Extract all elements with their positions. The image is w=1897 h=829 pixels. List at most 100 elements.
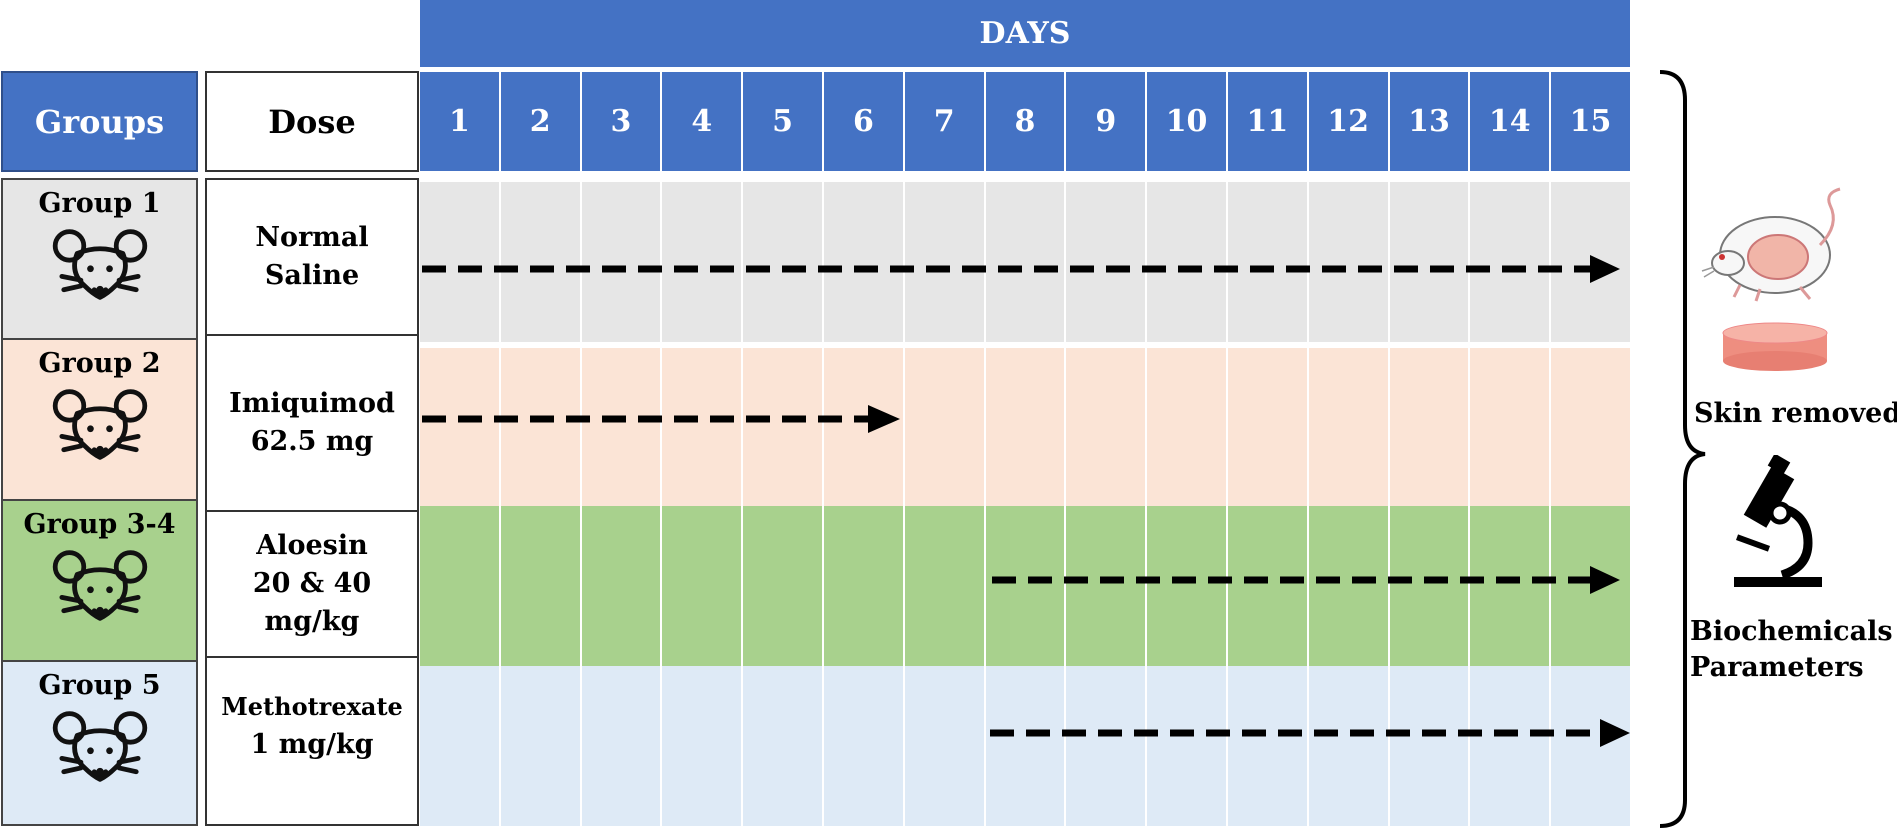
day-cell: 7 xyxy=(904,72,986,171)
timeline-cell xyxy=(743,348,824,506)
timeline-cell xyxy=(985,506,1067,666)
day-cell: 1 xyxy=(420,72,501,171)
mouse-face-icon xyxy=(52,389,147,460)
timeline-cell xyxy=(500,348,582,506)
groups-header: Groups xyxy=(1,71,198,172)
dose-cell-3-4: Aloesin 20 & 40 mg/kg xyxy=(205,512,419,658)
timeline-cell xyxy=(1147,182,1228,342)
day-cell: 8 xyxy=(985,72,1067,171)
day-cell: 14 xyxy=(1470,72,1552,171)
day-cell: 2 xyxy=(500,72,582,171)
biochem-line: Parameters xyxy=(1690,652,1864,683)
days-header: DAYS xyxy=(420,0,1630,67)
day-cell: 11 xyxy=(1227,72,1309,171)
mouse-face-icon xyxy=(52,550,147,621)
timeline-cell xyxy=(581,666,663,826)
mouse-face-icon xyxy=(52,711,147,782)
timeline-cell xyxy=(662,666,744,826)
group-label: Group 5 xyxy=(38,670,161,701)
group-label: Group 3-4 xyxy=(23,509,176,540)
group-cell-2: Group 2 xyxy=(1,340,198,501)
dose-line: 1 mg/kg xyxy=(250,729,374,760)
timeline-cell xyxy=(743,506,824,666)
day-cell: 10 xyxy=(1147,72,1228,171)
timeline-cell xyxy=(904,182,986,342)
dose-header: Dose xyxy=(205,71,419,172)
timeline-cell xyxy=(1389,506,1471,666)
timeline-cell xyxy=(1470,348,1552,506)
timeline-cell xyxy=(743,666,824,826)
timeline-cell xyxy=(823,348,905,506)
timeline-cell xyxy=(1227,348,1309,506)
timeline-cell xyxy=(1470,182,1552,342)
dose-cell-5: Methotrexate 1 mg/kg xyxy=(205,658,419,826)
microscope-icon xyxy=(1734,455,1822,587)
day-cell: 15 xyxy=(1551,72,1630,171)
day-cell: 5 xyxy=(743,72,824,171)
timeline-cell xyxy=(1066,348,1148,506)
timeline-cell xyxy=(1066,182,1148,342)
group-cell-3-4: Group 3-4 xyxy=(1,501,198,662)
timeline-cell xyxy=(420,182,501,342)
timeline-cell xyxy=(581,348,663,506)
timeline-row-5 xyxy=(420,666,1630,826)
timeline-cell xyxy=(823,182,905,342)
timeline-cell xyxy=(1308,182,1390,342)
mouse-and-skin-sample-icon xyxy=(1701,187,1841,371)
timeline-cell xyxy=(1147,348,1228,506)
day-cell: 12 xyxy=(1308,72,1390,171)
mouse-face-icon xyxy=(52,229,147,300)
timeline-cell xyxy=(743,182,824,342)
timeline-cell xyxy=(662,506,744,666)
dose-line: Saline xyxy=(264,260,360,291)
timeline-cell xyxy=(1308,348,1390,506)
timeline-row-3-4 xyxy=(420,506,1630,666)
timeline-cell xyxy=(420,666,501,826)
timeline-cell xyxy=(581,182,663,342)
timeline-cell xyxy=(420,348,501,506)
timeline-cell xyxy=(904,506,986,666)
timeline-cell xyxy=(1389,348,1471,506)
day-cell: 4 xyxy=(662,72,744,171)
dose-line: Aloesin xyxy=(256,530,368,561)
timeline-cell xyxy=(985,666,1067,826)
day-cell: 3 xyxy=(581,72,663,171)
arrowhead xyxy=(868,405,900,433)
dose-cell-2: Imiquimod 62.5 mg xyxy=(205,336,419,512)
timeline-cell xyxy=(500,506,582,666)
timeline-row-1 xyxy=(420,182,1630,342)
timeline-cell xyxy=(1147,506,1228,666)
timeline-cell xyxy=(823,506,905,666)
arrowhead xyxy=(1590,255,1620,283)
dose-line: mg/kg xyxy=(264,606,360,637)
skin-removed-label: Skin removed xyxy=(1694,398,1897,429)
timeline-cell xyxy=(1470,666,1552,826)
timeline-row-2 xyxy=(420,348,1630,506)
day-cell: 9 xyxy=(1066,72,1148,171)
timeline-cell xyxy=(500,182,582,342)
timeline-cell xyxy=(1227,182,1309,342)
timeline-cell xyxy=(823,666,905,826)
dose-line: Normal xyxy=(255,222,369,253)
timeline-cell xyxy=(662,182,744,342)
group-label: Group 2 xyxy=(38,348,161,379)
dose-line: 20 & 40 xyxy=(252,568,372,599)
arrowhead xyxy=(1600,719,1630,747)
dose-line: Imiquimod xyxy=(229,388,395,419)
biochem-line: Biochemicals xyxy=(1690,616,1893,647)
timeline-cell xyxy=(1389,666,1471,826)
timeline-cell xyxy=(1389,182,1471,342)
day-cell: 13 xyxy=(1389,72,1471,171)
day-number-row: 1 2 3 4 5 6 7 8 9 10 11 12 13 14 15 xyxy=(420,72,1630,171)
timeline-cell xyxy=(420,506,501,666)
group-cell-1: Group 1 xyxy=(1,178,198,340)
timeline-cell xyxy=(1066,666,1148,826)
timeline-cell xyxy=(1227,666,1309,826)
timeline-cell xyxy=(662,348,744,506)
timeline-cell xyxy=(904,666,986,826)
timeline-cell xyxy=(985,182,1067,342)
timeline-cell xyxy=(1551,348,1630,506)
timeline-cell xyxy=(1308,506,1390,666)
timeline-cell xyxy=(1308,666,1390,826)
